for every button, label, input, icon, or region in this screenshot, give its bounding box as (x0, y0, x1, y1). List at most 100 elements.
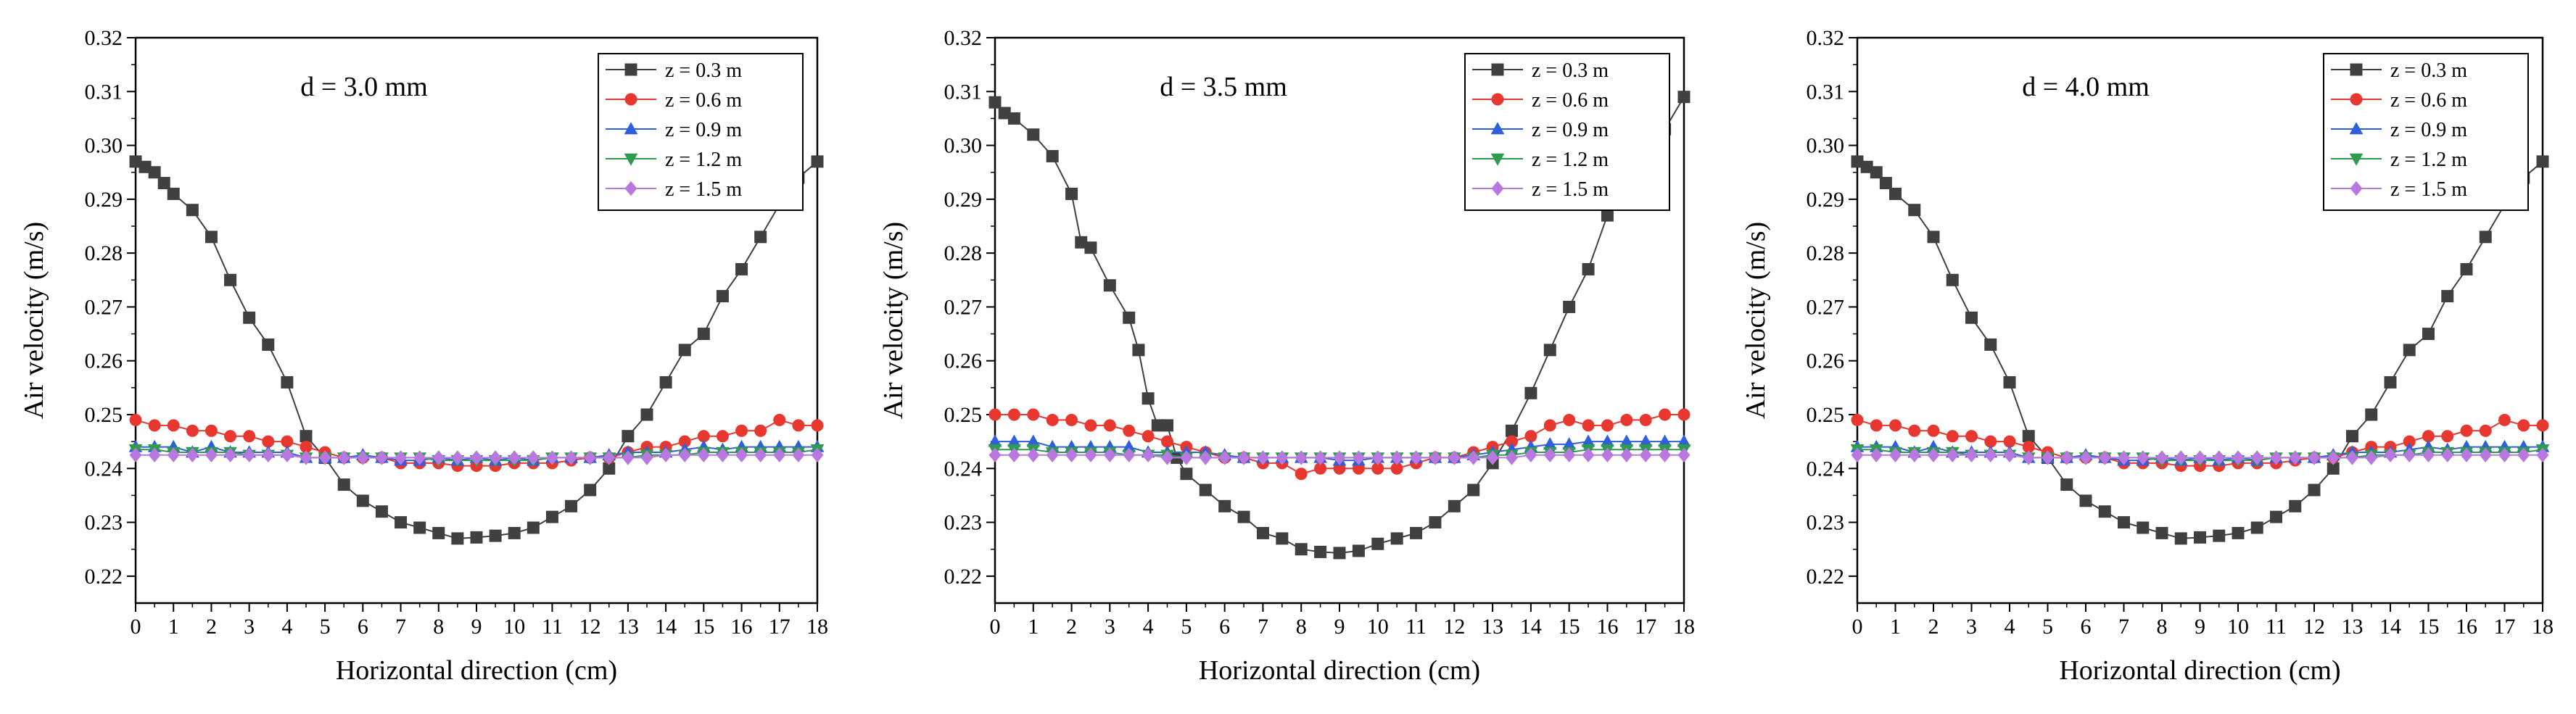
data-point (2003, 435, 2016, 448)
data-point (2346, 430, 2358, 443)
data-point (375, 450, 388, 465)
data-point (356, 494, 369, 507)
data-point (1429, 516, 1442, 529)
x-tick-label: 15 (693, 615, 714, 639)
data-point (451, 450, 464, 465)
data-point (2060, 450, 2073, 465)
data-point (281, 435, 294, 448)
data-point (1524, 447, 1537, 462)
data-point (205, 447, 218, 462)
data-point (2022, 450, 2035, 465)
data-point (2250, 450, 2263, 465)
data-point (988, 447, 1002, 462)
y-tick-label: 0.28 (85, 241, 123, 265)
x-tick-label: 13 (1482, 615, 1503, 639)
data-point (2403, 344, 2416, 357)
data-point (2289, 450, 2302, 465)
data-point (773, 447, 786, 462)
data-point (2118, 450, 2130, 465)
data-point (1582, 447, 1595, 462)
x-tick-label: 14 (655, 615, 677, 639)
y-tick-label: 0.23 (944, 511, 983, 535)
data-point (1889, 447, 1902, 462)
data-point (1123, 447, 1136, 462)
legend-marker (624, 93, 637, 106)
legend-label: z = 0.6 m (665, 89, 742, 112)
legend-label: z = 1.5 m (665, 178, 742, 201)
data-point (300, 450, 313, 465)
x-tick-label: 10 (1367, 615, 1389, 639)
data-point (1677, 434, 1691, 447)
data-point (2194, 450, 2206, 465)
data-point (1142, 392, 1155, 405)
y-tick-label: 0.23 (1807, 511, 1845, 535)
data-point (2460, 262, 2473, 275)
data-point (527, 450, 540, 465)
data-point (1639, 413, 1652, 426)
data-point (2346, 450, 2358, 465)
x-tick-label: 3 (1105, 615, 1115, 639)
data-point (1007, 434, 1021, 447)
data-point (754, 447, 767, 462)
data-point (1524, 386, 1537, 399)
data-point (735, 424, 748, 437)
data-point (584, 450, 597, 465)
legend-marker (624, 180, 637, 196)
x-tick-label: 16 (2456, 615, 2477, 639)
data-point (1908, 204, 1921, 217)
data-point (1543, 447, 1556, 462)
data-point (243, 430, 256, 443)
data-point (1677, 408, 1690, 421)
x-axis-title: Horizontal direction (cm) (1199, 655, 1480, 686)
data-point (2079, 494, 2092, 507)
data-point (205, 424, 218, 437)
data-point (735, 447, 748, 462)
y-tick-label: 0.24 (85, 457, 123, 481)
data-point (2460, 447, 2473, 462)
legend-marker (1491, 63, 1504, 76)
data-point (1161, 419, 1173, 432)
data-point (1333, 547, 1346, 560)
data-point (1295, 450, 1308, 465)
legend-label: z = 1.5 m (2390, 178, 2467, 201)
data-point (1065, 447, 1078, 462)
data-point (792, 419, 805, 432)
data-point (1007, 408, 1020, 421)
data-point (1371, 537, 1384, 550)
y-tick-label: 0.26 (1807, 349, 1845, 373)
data-point (1276, 450, 1289, 465)
data-point (2155, 450, 2168, 465)
data-point (2079, 450, 2092, 465)
x-tick-label: 11 (2266, 615, 2287, 639)
legend-marker (2350, 63, 2363, 76)
legend-label: z = 0.3 m (665, 59, 742, 82)
data-point (2384, 375, 2397, 389)
data-point (1142, 430, 1155, 443)
data-point (1026, 434, 1041, 447)
data-point (1965, 447, 1978, 462)
data-point (1180, 450, 1193, 465)
x-tick-label: 2 (1066, 615, 1077, 639)
data-point (678, 344, 691, 357)
data-point (1563, 447, 1576, 462)
data-point (148, 447, 161, 462)
data-point (356, 450, 369, 465)
x-tick-label: 6 (2081, 615, 2092, 639)
data-point (2174, 532, 2187, 545)
data-point (1984, 435, 1997, 448)
legend-marker (1491, 93, 1504, 106)
data-point (1619, 434, 1634, 447)
data-point (1027, 447, 1040, 462)
data-point (1543, 419, 1556, 432)
data-point (1103, 447, 1116, 462)
data-point (2250, 521, 2263, 534)
data-point (148, 419, 161, 432)
data-point (1639, 447, 1652, 462)
data-point (1851, 155, 1864, 168)
data-point (1132, 344, 1145, 357)
y-tick-label: 0.29 (1807, 188, 1845, 212)
data-point (2403, 447, 2416, 462)
data-point (697, 447, 710, 462)
series-5 (988, 447, 1690, 465)
x-axis-title: Horizontal direction (cm) (2059, 655, 2340, 686)
